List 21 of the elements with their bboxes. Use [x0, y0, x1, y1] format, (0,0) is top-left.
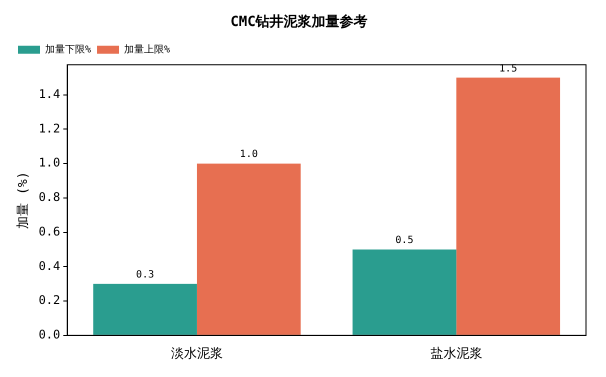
bar: [93, 284, 197, 335]
bar: [196, 164, 301, 335]
y-tick-label: 1.4: [38, 86, 60, 101]
y-tick-label: 0.8: [38, 190, 60, 204]
chart-title: CMC钻井泥浆加量参考: [230, 13, 368, 30]
y-tick-label: 0.0: [38, 328, 60, 342]
x-tick-label: 盐水泥浆: [430, 346, 482, 362]
data-label: 0.5: [395, 235, 414, 246]
y-tick-label: 1.0: [38, 156, 60, 170]
y-tick-label: 0.2: [38, 293, 60, 308]
data-label: 1.0: [240, 149, 258, 160]
x-tick-label: 淡水泥浆: [170, 346, 223, 362]
legend-label: 加量下限%: [45, 43, 92, 56]
y-axis-title: 加量 (%): [16, 171, 32, 229]
legend-label: 加量上限%: [124, 43, 170, 56]
bar: [456, 78, 560, 335]
bar: [352, 249, 456, 335]
data-label: 0.3: [136, 269, 154, 280]
y-tick-label: 0.6: [38, 224, 60, 238]
y-tick-label: 1.2: [38, 121, 60, 136]
y-tick-label: 0.4: [38, 258, 60, 273]
